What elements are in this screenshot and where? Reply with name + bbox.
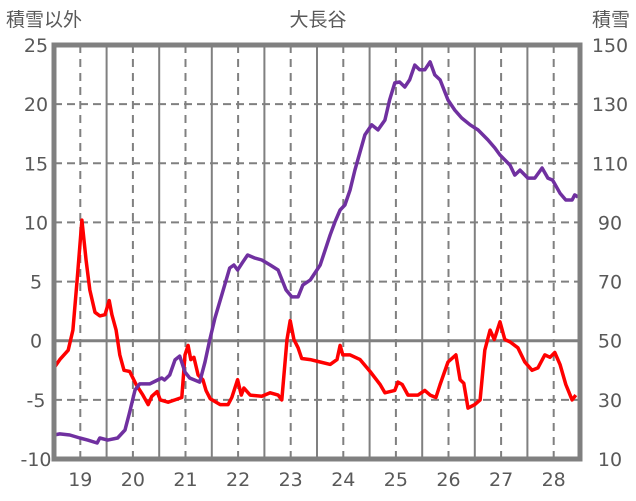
y-left-tick-label: 25 — [24, 35, 48, 57]
y-left-tick-label: 5 — [30, 272, 42, 294]
x-tick-label: 27 — [489, 469, 513, 491]
y-left-tick-label: 15 — [24, 153, 48, 175]
y-right-tick-label: 10 — [598, 449, 622, 471]
y-left-tick-label: 10 — [24, 212, 48, 234]
x-tick-label: 21 — [173, 469, 197, 491]
chart-title: 大長谷 — [289, 9, 346, 31]
x-tick-label: 28 — [542, 469, 566, 491]
tick-labels: -10 -5 0 5 10 15 20 25 10 30 50 70 90 110 130 150 19 20 21… — [20, 35, 628, 491]
right-axis-label: 積雪 — [592, 9, 630, 31]
x-tick-label: 25 — [384, 469, 408, 491]
y-left-tick-label: 20 — [24, 94, 48, 116]
x-tick-label: 22 — [226, 469, 250, 491]
y-left-tick-label: 0 — [30, 331, 42, 353]
y-right-tick-label: 110 — [592, 153, 628, 175]
plot-border — [51, 42, 583, 462]
left-axis-label: 積雪以外 — [6, 9, 82, 31]
y-left-tick-label: -5 — [27, 390, 46, 412]
series-line-snow — [53, 60, 579, 445]
series-lines — [52, 60, 579, 445]
x-tick-label: 23 — [279, 469, 303, 491]
y-left-tick-label: -10 — [20, 449, 51, 471]
grid — [54, 45, 580, 459]
y-right-tick-label: 50 — [598, 331, 622, 353]
plot-frame — [51, 42, 583, 462]
x-tick-label: 20 — [121, 469, 145, 491]
y-right-tick-label: 150 — [592, 35, 628, 57]
series-line-non-snow — [52, 218, 578, 410]
y-right-tick-label: 90 — [598, 212, 622, 234]
y-right-tick-label: 130 — [592, 94, 628, 116]
x-tick-label: 24 — [331, 469, 355, 491]
x-tick-label: 26 — [436, 469, 460, 491]
y-right-tick-label: 70 — [598, 272, 622, 294]
x-tick-label: 19 — [68, 469, 92, 491]
y-right-tick-label: 30 — [598, 390, 622, 412]
